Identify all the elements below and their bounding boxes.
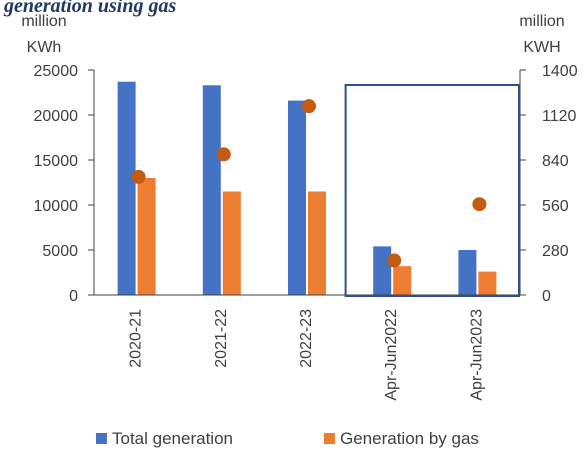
marker-2021-22: [216, 147, 231, 162]
x-tick-label-2020-21: 2020-21: [128, 309, 145, 368]
bar-generation-by-gas-2021-22: [222, 191, 241, 295]
bars: [117, 81, 497, 295]
left-tick-label: 5000: [42, 243, 78, 260]
left-tick-label: 20000: [34, 108, 79, 125]
highlight-box: [344, 84, 520, 297]
left-axis-label-line2: KWh: [27, 39, 62, 56]
legend-swatch-generation-by-gas: [324, 433, 335, 444]
marker-apr-jun2022: [387, 253, 402, 268]
right-tick-label: 1400: [542, 63, 578, 80]
bar-total-generation-apr-jun2023: [458, 250, 477, 295]
left-y-axis-ticks: 0 5000 10000 15000 20000 25000: [34, 63, 94, 305]
right-tick-label: 280: [542, 243, 569, 260]
x-tick-label-apr-jun2022: Apr-Jun2022: [383, 309, 400, 401]
bar-total-generation-2021-22: [202, 85, 221, 295]
legend: Total generation Generation by gas: [96, 429, 479, 448]
marker-apr-jun2023: [472, 197, 487, 212]
x-tick-label-apr-jun2023: Apr-Jun2023: [468, 309, 485, 401]
legend-label-total-generation: Total generation: [112, 429, 233, 448]
bar-total-generation-2020-21: [117, 81, 136, 295]
legend-swatch-total-generation: [96, 433, 107, 444]
right-tick-label: 0: [542, 288, 551, 305]
x-tick-label-2021-22: 2021-22: [213, 309, 230, 368]
marker-2020-21: [131, 169, 146, 184]
legend-label-generation-by-gas: Generation by gas: [340, 429, 479, 448]
left-tick-label: 0: [69, 288, 78, 305]
chart-title: generation using gas: [3, 0, 176, 17]
bar-generation-by-gas-apr-jun2022: [393, 266, 412, 295]
x-axis-tick-labels: 2020-21 2021-22 2022-23 Apr-Jun2022 Apr-Jun2…: [128, 309, 486, 401]
right-axis-label-line1: million: [519, 13, 564, 30]
bar-generation-by-gas-apr-jun2023: [478, 271, 497, 295]
left-tick-label: 15000: [34, 153, 79, 170]
right-axis-label-line2: KWH: [523, 39, 560, 56]
left-tick-label: 25000: [34, 63, 79, 80]
bar-generation-by-gas-2022-23: [308, 191, 326, 295]
marker-2022-23: [302, 99, 316, 114]
scatter-markers: [131, 99, 487, 268]
bar-total-generation-2022-23: [288, 100, 306, 295]
bar-total-generation-apr-jun2022: [373, 246, 392, 295]
bar-generation-by-gas-2020-21: [137, 178, 156, 295]
right-tick-label: 560: [542, 198, 569, 215]
right-y-axis-ticks: 0 280 560 840 1120 1400: [520, 63, 578, 305]
left-axis-label-line1: million: [21, 13, 66, 30]
left-tick-label: 10000: [34, 198, 79, 215]
x-tick-label-2022-23: 2022-23: [298, 309, 315, 368]
right-tick-label: 1120: [542, 108, 577, 125]
right-tick-label: 840: [542, 153, 569, 170]
